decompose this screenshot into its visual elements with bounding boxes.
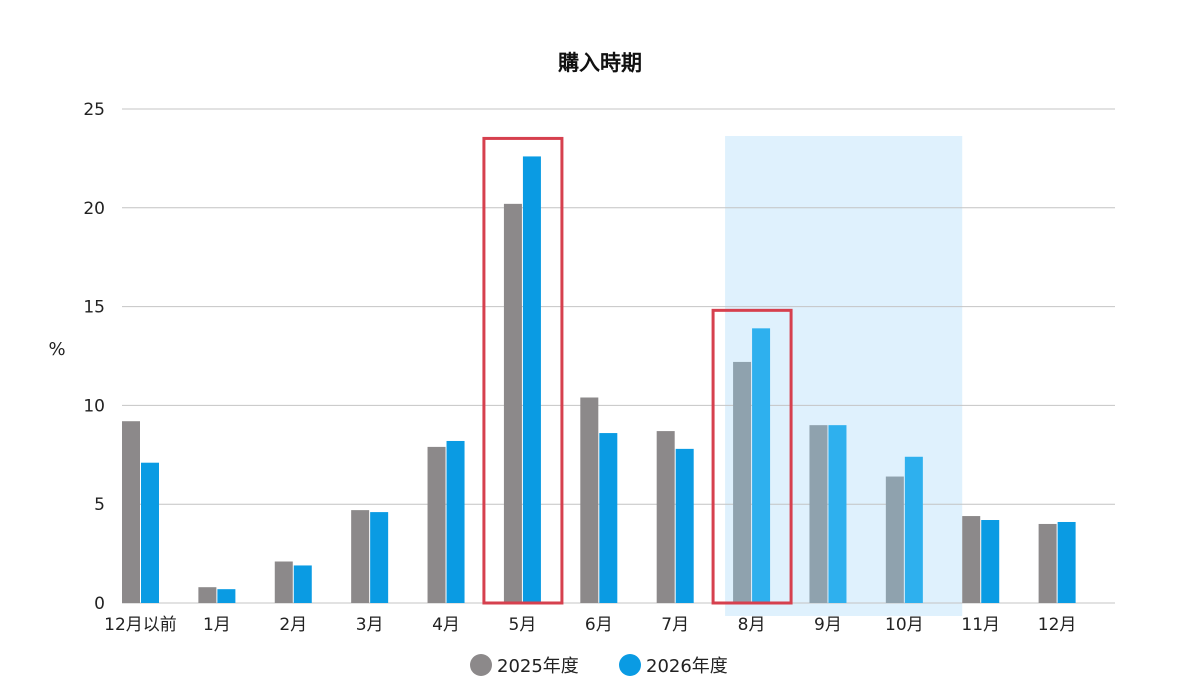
- bar-2025年度-1月: [198, 587, 217, 603]
- bar-2026年度-1月: [217, 589, 236, 603]
- x-tick-label: 12月: [1038, 615, 1077, 635]
- bar-2026年度-2月: [293, 565, 312, 603]
- bar-2026年度-4月: [446, 440, 465, 603]
- grid-layer: 0 5 10 15 20 25: [83, 100, 1115, 614]
- bar-2026年度-8月: [752, 328, 771, 603]
- bar-2026年度-5月: [522, 156, 541, 603]
- x-tick-layer: 12月以前 1月 2月 3月 4月 5月 6月 7月 8月 9月 10月 11月 12月: [104, 615, 1076, 635]
- legend-marker-2026年度: [619, 654, 641, 676]
- y-tick-label: 10: [83, 396, 105, 416]
- bar-2025年度-8月: [733, 361, 752, 603]
- x-tick-label: 3月: [356, 615, 384, 635]
- x-tick-label: 9月: [814, 615, 842, 635]
- bar-2026年度-10月: [904, 456, 923, 603]
- x-tick-label: 1月: [203, 615, 231, 635]
- bar-2025年度-5月: [503, 203, 522, 603]
- bar-2025年度-7月: [656, 431, 675, 603]
- bar-2025年度-4月: [427, 446, 446, 603]
- y-tick-label: 20: [83, 199, 105, 219]
- bar-2025年度-10月: [885, 476, 904, 603]
- emphasis-box-8月: [711, 308, 793, 605]
- y-tick-label: 25: [83, 100, 105, 120]
- legend: 2025年度 2026年度: [470, 654, 728, 677]
- bar-2026年度-9月: [828, 425, 847, 603]
- bar-2025年度-2月: [274, 561, 293, 603]
- emphasis-box-5月: [482, 136, 564, 605]
- y-tick-label: 15: [83, 298, 105, 318]
- bar-2025年度-9月: [809, 425, 828, 603]
- bar-layer: [122, 156, 1076, 603]
- x-tick-label: 4月: [432, 615, 460, 635]
- legend-label-2025年度: 2025年度: [497, 656, 579, 677]
- bar-2025年度-3月: [351, 510, 370, 603]
- x-tick-label: 6月: [585, 615, 613, 635]
- legend-label-2026年度: 2026年度: [646, 656, 728, 677]
- bar-2025年度-12月以前: [122, 421, 140, 603]
- bar-2025年度-12月: [1038, 523, 1057, 603]
- x-tick-label: 12月以前: [104, 615, 177, 635]
- bar-2026年度-11月: [981, 520, 1000, 603]
- y-tick-label: 0: [94, 594, 105, 614]
- bar-2026年度-12月: [1057, 521, 1076, 603]
- emphasis-box-layer: [482, 136, 793, 605]
- bar-2026年度-3月: [370, 512, 389, 603]
- x-tick-label: 7月: [661, 615, 689, 635]
- x-tick-label: 5月: [509, 615, 537, 635]
- bar-2025年度-11月: [962, 516, 981, 603]
- bar-2026年度-12月以前: [141, 462, 159, 603]
- x-tick-label: 10月: [885, 615, 924, 635]
- bar-2026年度-7月: [675, 448, 694, 603]
- bar-2025年度-6月: [580, 397, 599, 603]
- bar-2026年度-6月: [599, 433, 618, 603]
- x-tick-label: 2月: [279, 615, 307, 635]
- legend-marker-2025年度: [470, 654, 492, 676]
- y-tick-label: 5: [94, 495, 105, 515]
- chart-title: 購入時期: [557, 51, 642, 75]
- y-axis-label: %: [48, 339, 65, 360]
- x-tick-label: 8月: [738, 615, 766, 635]
- x-tick-label: 11月: [961, 615, 1000, 635]
